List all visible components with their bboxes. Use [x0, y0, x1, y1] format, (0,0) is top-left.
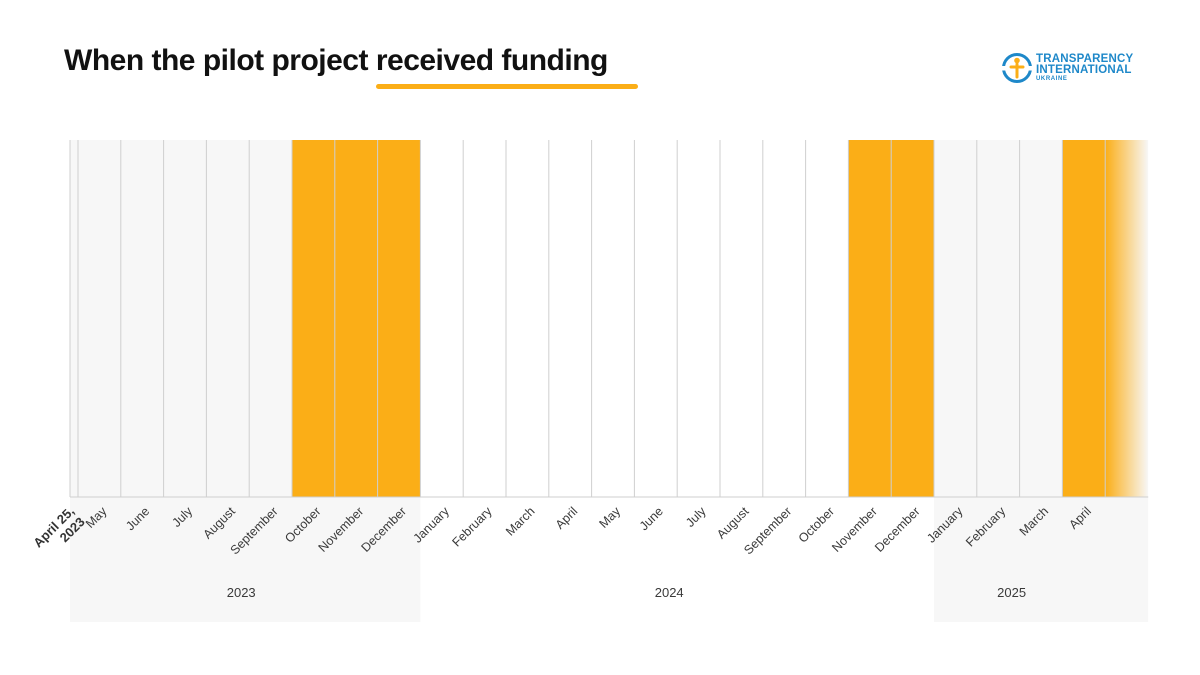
page-title: When the pilot project received funding	[64, 44, 608, 78]
ti-emblem-icon	[1002, 53, 1032, 83]
month-label: May	[597, 504, 624, 531]
logo-text-line2: INTERNATIONAL	[1036, 64, 1132, 76]
logo-text-line3: UKRAINE	[1036, 76, 1068, 82]
funded-bar-2023-october	[292, 140, 335, 497]
year-label-2025: 2025	[997, 585, 1026, 600]
month-label: October	[796, 504, 837, 545]
logo-text-line1: TRANSPARENCY	[1036, 53, 1134, 65]
month-label: February	[449, 504, 495, 550]
month-label: December	[872, 504, 923, 555]
month-label: November	[829, 504, 880, 555]
title-underline	[376, 84, 638, 89]
funded-bar-2023-december	[377, 140, 421, 497]
month-label: March	[503, 504, 537, 538]
month-label: April	[553, 504, 581, 532]
year-label-2024: 2024	[655, 585, 684, 600]
month-label: June	[637, 504, 666, 533]
transparency-international-logo: TRANSPARENCY INTERNATIONAL UKRAINE	[1002, 52, 1152, 86]
title-highlight: received funding	[375, 44, 609, 77]
month-label: July	[683, 504, 709, 530]
funded-bar-ongoing	[1105, 140, 1149, 497]
funded-bar-2025-april	[1062, 140, 1106, 497]
funded-bar-2023-november	[334, 140, 378, 497]
month-label: August	[714, 504, 752, 542]
title-prefix: When the pilot project	[64, 44, 376, 77]
funded-bar-2024-december	[891, 140, 934, 497]
year-label-2023: 2023	[227, 585, 256, 600]
funded-bar-2024-november	[848, 140, 892, 497]
